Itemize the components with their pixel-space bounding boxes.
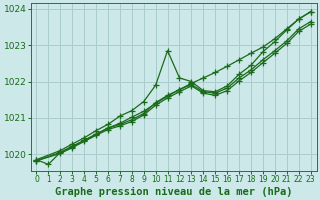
X-axis label: Graphe pression niveau de la mer (hPa): Graphe pression niveau de la mer (hPa) [55,186,292,197]
